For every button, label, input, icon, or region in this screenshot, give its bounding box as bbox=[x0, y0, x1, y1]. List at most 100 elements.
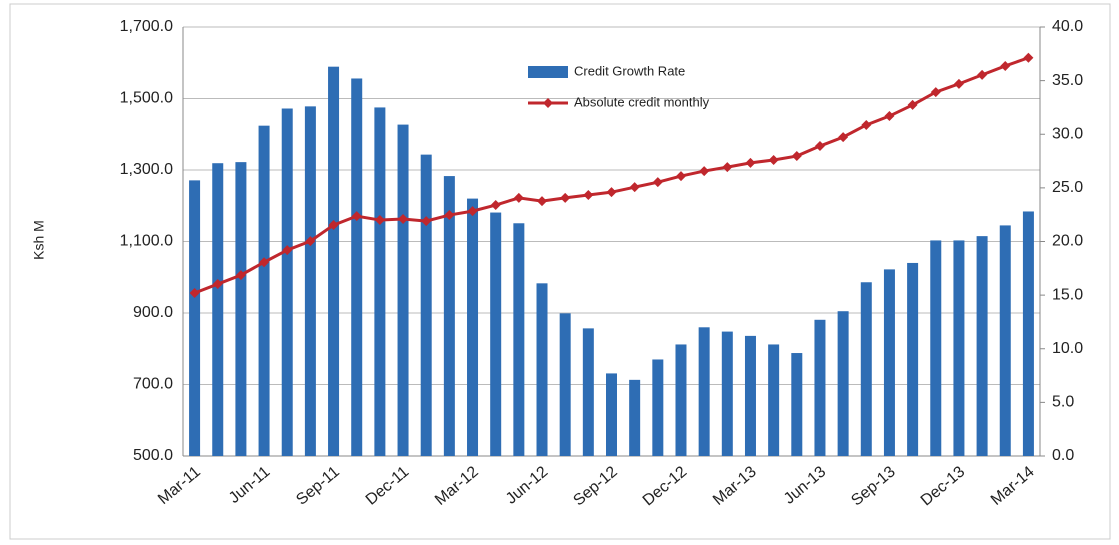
line-marker bbox=[814, 141, 825, 152]
bar bbox=[976, 236, 988, 456]
y2-tick-label: 20.0 bbox=[1052, 233, 1083, 250]
bar bbox=[536, 283, 548, 456]
line-marker bbox=[884, 111, 895, 122]
line-marker bbox=[467, 206, 478, 217]
x-tick-label: Dec-13 bbox=[918, 463, 969, 509]
bar bbox=[328, 66, 340, 457]
legend-label: Credit Growth Rate bbox=[574, 63, 685, 78]
y-tick-label: 1,700.0 bbox=[120, 18, 173, 35]
line-marker bbox=[421, 216, 432, 227]
bar bbox=[675, 344, 687, 456]
line-marker bbox=[675, 171, 686, 182]
y2-tick-label: 40.0 bbox=[1052, 18, 1083, 35]
line-marker bbox=[305, 236, 316, 247]
bar bbox=[582, 328, 594, 456]
bar bbox=[930, 240, 942, 456]
y2-tick-label: 15.0 bbox=[1052, 286, 1083, 303]
y-tick-label: 1,300.0 bbox=[120, 161, 173, 178]
bar bbox=[420, 154, 432, 456]
bar bbox=[606, 373, 617, 456]
x-tick-label: Mar-11 bbox=[155, 463, 204, 508]
line-marker bbox=[791, 151, 802, 162]
line-marker bbox=[513, 192, 524, 203]
bar bbox=[744, 335, 756, 456]
line-marker bbox=[351, 211, 362, 222]
x-tick-label: Sep-13 bbox=[848, 463, 899, 509]
y2-tick-label: 35.0 bbox=[1052, 72, 1083, 89]
bar bbox=[258, 125, 270, 457]
y-tick-label: 1,500.0 bbox=[120, 90, 173, 107]
line-marker bbox=[560, 192, 571, 203]
bar bbox=[768, 344, 780, 456]
line-marker bbox=[861, 119, 872, 130]
bar bbox=[212, 163, 224, 456]
line-marker bbox=[490, 200, 501, 211]
line-marker bbox=[583, 190, 594, 201]
y-axis-label: Ksh M bbox=[31, 220, 47, 260]
bar bbox=[235, 162, 247, 456]
line-marker bbox=[977, 69, 988, 80]
bar bbox=[883, 269, 895, 456]
line-marker bbox=[745, 157, 756, 168]
x-tick-label: Mar-14 bbox=[988, 463, 1038, 509]
bar bbox=[791, 353, 803, 456]
bar bbox=[907, 262, 919, 456]
line-marker bbox=[444, 210, 455, 221]
line-marker bbox=[629, 182, 640, 193]
bar bbox=[513, 223, 525, 456]
bar bbox=[559, 313, 571, 456]
x-tick-label: Jun-12 bbox=[503, 463, 551, 508]
grid bbox=[183, 26, 1040, 457]
bar bbox=[467, 198, 479, 456]
y2-tick-label: 10.0 bbox=[1052, 340, 1083, 357]
y2-tick-label: 0.0 bbox=[1052, 447, 1074, 464]
x-tick-label: Dec-12 bbox=[640, 463, 691, 509]
y2-tick-label: 5.0 bbox=[1052, 394, 1074, 411]
line-marker bbox=[699, 166, 710, 177]
bar bbox=[351, 78, 363, 456]
legend: Credit Growth Rate Absolute credit monthl… bbox=[528, 63, 710, 109]
line-marker bbox=[189, 287, 200, 298]
line-marker bbox=[398, 213, 409, 224]
chart-border bbox=[9, 3, 1111, 540]
x-tick-label: Sep-12 bbox=[570, 463, 621, 509]
y-tick-label: 1,100.0 bbox=[120, 233, 173, 250]
line-marker bbox=[212, 279, 223, 290]
bar bbox=[837, 311, 849, 456]
bar bbox=[374, 107, 386, 456]
x-tick-label: Jun-13 bbox=[781, 463, 829, 508]
bar bbox=[189, 180, 201, 456]
bar bbox=[999, 225, 1011, 456]
line-marker bbox=[1000, 60, 1011, 71]
x-tick-label: Mar-12 bbox=[432, 463, 482, 509]
bar bbox=[698, 327, 710, 456]
y2-tick-label: 25.0 bbox=[1052, 179, 1083, 196]
legend-swatch-marker bbox=[543, 98, 553, 108]
y-tick-label: 900.0 bbox=[133, 304, 173, 321]
bar bbox=[443, 176, 455, 456]
line-marker bbox=[953, 78, 964, 89]
x-tick-label: Jun-11 bbox=[226, 463, 274, 507]
bar bbox=[860, 282, 872, 456]
x-tick-label: Mar-13 bbox=[710, 463, 760, 509]
bar bbox=[490, 212, 502, 456]
line-marker bbox=[537, 196, 548, 207]
line-marker bbox=[1023, 52, 1034, 63]
line-marker bbox=[282, 245, 293, 256]
y-tick-label: 700.0 bbox=[133, 376, 173, 393]
x-tick-label: Sep-11 bbox=[293, 463, 343, 509]
bar bbox=[1022, 211, 1034, 456]
legend-swatch bbox=[528, 66, 568, 78]
line-marker bbox=[907, 99, 918, 110]
bar bbox=[652, 359, 664, 456]
line-marker bbox=[606, 187, 617, 198]
line-marker bbox=[235, 270, 246, 281]
x-tick-label: Dec-11 bbox=[363, 463, 413, 508]
line-marker bbox=[930, 87, 941, 98]
legend-label: Absolute credit monthly bbox=[574, 94, 710, 109]
bar bbox=[281, 108, 293, 456]
bar bbox=[304, 106, 316, 457]
line-marker bbox=[652, 177, 663, 188]
line-marker bbox=[768, 154, 779, 165]
